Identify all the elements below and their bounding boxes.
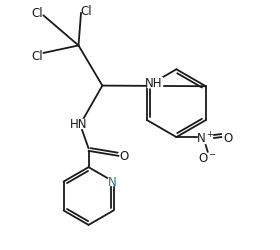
Text: NH: NH <box>145 76 163 89</box>
Bar <box>120 152 129 160</box>
Text: Cl: Cl <box>80 5 92 18</box>
Bar <box>108 178 117 186</box>
Text: O$^-$: O$^-$ <box>198 151 217 164</box>
Text: Cl: Cl <box>31 50 43 63</box>
Text: N: N <box>108 176 117 188</box>
Text: O: O <box>120 150 129 163</box>
Text: N$^+$: N$^+$ <box>196 131 214 146</box>
Text: O: O <box>223 131 232 144</box>
Text: HN: HN <box>70 117 87 130</box>
Bar <box>146 78 162 88</box>
Bar <box>202 154 214 161</box>
Text: Cl: Cl <box>31 7 43 20</box>
Bar <box>224 134 232 141</box>
Bar <box>198 134 212 143</box>
Bar <box>72 119 85 128</box>
